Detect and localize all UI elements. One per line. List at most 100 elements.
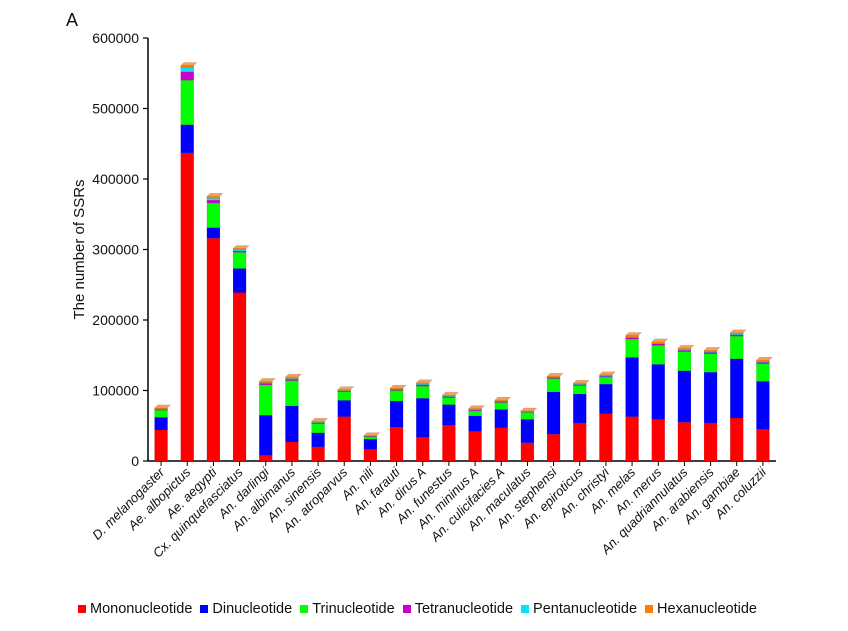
bar-segment	[599, 374, 613, 376]
bar-segment	[232, 292, 247, 462]
bar-segment	[232, 249, 247, 252]
legend-label: Hexanucleotide	[657, 601, 757, 617]
bar-segment	[625, 335, 639, 338]
bar-segment	[416, 382, 430, 385]
bar-top-cap	[494, 397, 512, 401]
y-tick-label: 100000	[92, 383, 139, 399]
y-tick-label: 0	[131, 453, 139, 469]
bar-segment	[337, 400, 351, 417]
bar-segment	[154, 410, 168, 418]
legend-swatch	[78, 605, 86, 613]
bar-segment	[625, 357, 639, 417]
bar-segment	[756, 362, 770, 364]
bar-segment	[311, 432, 325, 448]
bar-segment	[468, 408, 482, 410]
bar-top-cap	[572, 380, 590, 384]
bar-segment	[180, 152, 194, 462]
bar-segment	[573, 393, 587, 424]
bar-segment	[259, 383, 273, 386]
bar-segment	[756, 363, 770, 382]
bar-segment	[259, 415, 273, 456]
bar-segment	[677, 350, 692, 352]
bar-segment	[416, 436, 430, 462]
y-tick-label: 600000	[92, 30, 139, 46]
bar-segment	[442, 424, 456, 462]
bar-top-cap	[442, 392, 459, 396]
bar-segment	[756, 429, 770, 462]
bar-top-cap	[389, 385, 407, 389]
bar-segment	[703, 422, 718, 462]
bar-segment	[389, 427, 404, 462]
bar-segment	[573, 422, 587, 462]
bar-segment	[730, 417, 744, 462]
bar-top-cap	[363, 432, 381, 436]
bar-segment	[703, 352, 718, 354]
bar-segment	[468, 415, 482, 432]
bar-segment	[416, 386, 430, 399]
bar-segment	[756, 360, 770, 362]
bar-segment	[494, 427, 508, 462]
bar-segment	[259, 381, 273, 383]
bar-segment	[311, 423, 325, 433]
bar-segment	[625, 337, 639, 340]
bar-segment	[337, 416, 351, 462]
bar-segment	[442, 397, 456, 405]
bar-segment	[259, 384, 273, 416]
panel-label: A	[66, 10, 79, 30]
bar-segment	[546, 434, 561, 462]
legend-item: Hexanucleotide	[641, 601, 757, 617]
bar-segment	[573, 383, 587, 385]
bar-top-cap	[311, 418, 328, 422]
bar-segment	[625, 416, 639, 462]
legend-label: Trinucleotide	[312, 601, 395, 617]
bar-segment	[651, 345, 665, 365]
bar-segment	[154, 407, 168, 410]
legend-item: Dinucleotide	[196, 601, 292, 617]
bar-segment	[285, 376, 299, 379]
bar-segment	[232, 248, 247, 251]
legend-label: Dinucleotide	[212, 601, 293, 617]
bar-segment	[730, 336, 744, 359]
legend-swatch	[521, 605, 530, 613]
bar-segment	[442, 395, 456, 397]
bar-segment	[206, 199, 221, 204]
bar-segment	[311, 421, 325, 423]
bar-segment	[730, 332, 744, 335]
bar-segment	[206, 196, 221, 199]
bar-segment	[416, 398, 430, 438]
bar-segment	[730, 358, 744, 419]
bar-segment	[232, 252, 247, 269]
bar-segment	[520, 412, 535, 420]
bar-segment	[677, 351, 692, 371]
bar-segment	[494, 402, 508, 410]
bar-segment	[416, 384, 430, 387]
bar-top-cap	[703, 347, 721, 351]
bar-top-cap	[285, 373, 302, 378]
bar-segment	[259, 455, 273, 462]
bar-segment	[599, 376, 613, 385]
bar-segment	[180, 71, 194, 81]
bar-top-cap	[180, 62, 198, 66]
chart-legend: Mononucleotide Dinucleotide Trinucleotide T…	[74, 598, 761, 620]
bar-segment	[232, 268, 247, 293]
bar-segment	[154, 417, 168, 431]
bar-top-cap	[651, 338, 669, 343]
bar-segment	[520, 419, 535, 443]
bar-top-cap	[258, 378, 276, 382]
bar-segment	[651, 419, 665, 462]
legend-item: Mononucleotide	[74, 601, 192, 617]
bar-segment	[206, 238, 221, 462]
bar-segment	[494, 409, 508, 429]
bar-segment	[180, 124, 194, 154]
bar-segment	[651, 343, 665, 346]
legend-item: Trinucleotide	[296, 601, 395, 617]
bar-top-cap	[599, 371, 616, 375]
bar-segment	[363, 438, 378, 450]
bar-top-cap	[206, 193, 224, 197]
bar-segment	[573, 385, 587, 395]
bar-top-cap	[415, 379, 433, 383]
legend-swatch	[300, 605, 309, 613]
bar-top-cap	[625, 332, 642, 336]
bar-segment	[363, 436, 378, 440]
